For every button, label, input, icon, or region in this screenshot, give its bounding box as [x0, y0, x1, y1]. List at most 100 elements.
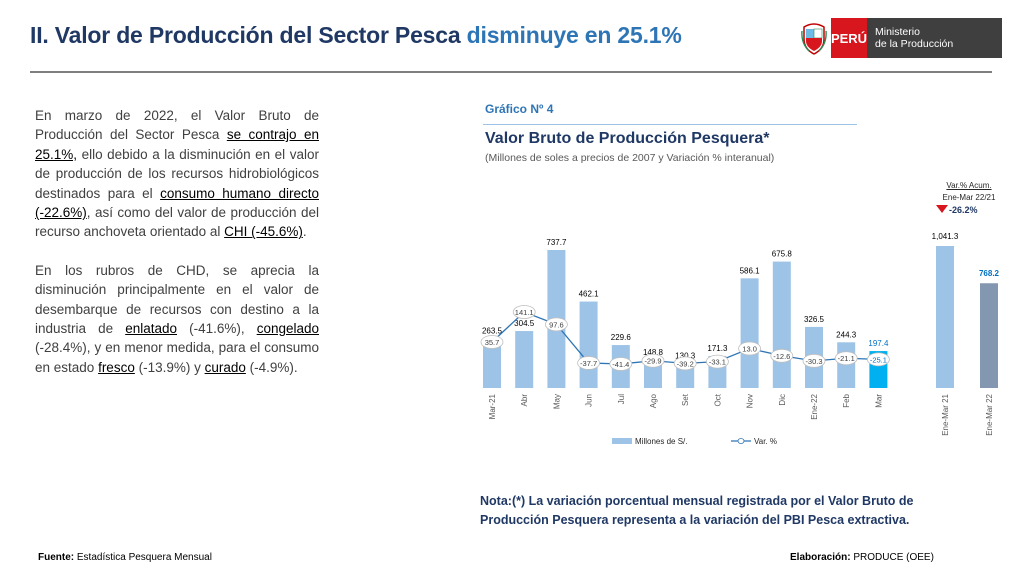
variation-point	[802, 353, 826, 368]
p2-text-e: (-28.4%), y en menor medida, para el con…	[35, 340, 319, 375]
logo-country: PERÚ	[831, 18, 867, 58]
x-tick-label: Mar-21	[488, 393, 497, 419]
p1-text-a: En marzo de 2022, el Valor Bruto de Prod…	[35, 108, 319, 143]
bar-Mar-21	[483, 338, 501, 388]
x-tick-label: Mar	[874, 394, 883, 408]
bar-value-label: 130.3	[675, 352, 696, 361]
variation-label: -30.3	[805, 357, 822, 366]
legend-bar-label: Millones de S/.	[635, 437, 687, 446]
acum-label-1: Var.% Acum.	[946, 181, 992, 190]
variation-point	[738, 341, 762, 356]
variation-label: 97.6	[549, 320, 564, 329]
cumulative-variation-box: Var.% Acum. Ene-Mar 22/21 -26.2%	[935, 180, 1003, 216]
x-tick-label: May	[552, 394, 561, 409]
bar-value-label: 675.8	[772, 250, 793, 259]
variation-label: -37.7	[580, 359, 597, 368]
variation-label: -25.1	[870, 355, 887, 364]
graph-label: Gráfico Nº 4	[485, 102, 554, 116]
footnote: Nota:(*) La variación porcentual mensual…	[480, 494, 914, 527]
prepared-by-label: Elaboración:	[790, 552, 851, 563]
bar-value-label: 326.5	[804, 315, 825, 324]
variation-point	[770, 348, 794, 363]
variation-label: -41.4	[612, 360, 629, 369]
x-tick-label: Feb	[842, 393, 851, 407]
p1-text-g: .	[302, 224, 307, 240]
bar-value-label: 304.5	[514, 319, 535, 328]
bar-Jun	[579, 301, 598, 388]
variation-label: -29.9	[644, 357, 661, 366]
legend-line-marker	[737, 438, 745, 444]
bar-value-label: 263.5	[482, 327, 503, 336]
cumulative-value-label: 1,041.3	[932, 232, 959, 241]
variation-point	[866, 352, 890, 367]
cumulative-x-tick-label: Ene-Mar 21	[941, 393, 950, 435]
acum-value: -26.2%	[949, 205, 978, 215]
variation-point	[545, 317, 568, 332]
logo-ministry-line2: de la Producción	[875, 38, 954, 50]
source-note: Fuente: Estadística Pesquera Mensual	[38, 552, 212, 563]
logo-ministry-line1: Ministerio	[875, 26, 920, 38]
p2-highlight-curado: curado	[204, 359, 246, 375]
bar-value-label: 244.3	[836, 330, 857, 339]
variation-point	[577, 356, 600, 370]
p2-text-g: (-13.9%) y	[134, 359, 205, 375]
x-tick-label: Oct	[713, 393, 722, 406]
title-divider	[30, 71, 992, 73]
variation-point	[641, 353, 665, 368]
legend-line-label: Var. %	[754, 437, 777, 446]
x-tick-label: Nov	[746, 394, 755, 408]
chart-subtitle: (Millones de soles a precios de 2007 y V…	[485, 152, 775, 164]
ministry-logo: PERÚ Ministerio de la Producción	[797, 18, 1002, 58]
bar-value-label: 737.7	[546, 238, 567, 247]
down-arrow-icon	[936, 205, 948, 213]
p2-text-c: (-41.6%),	[177, 321, 257, 337]
variation-label: 13.0	[742, 344, 757, 353]
x-tick-label: Ago	[649, 393, 658, 408]
bar-value-label: 171.3	[707, 344, 728, 353]
source-value: Estadística Pesquera Mensual	[74, 552, 212, 563]
p1-highlight-contraction: se contrajo en 25.1%,	[35, 127, 319, 162]
variation-label: -12.6	[773, 352, 790, 361]
x-tick-label: Set	[681, 393, 690, 406]
prepared-by-value: PRODUCE (OEE)	[850, 552, 934, 563]
x-tick-label: Ene-22	[810, 393, 819, 419]
x-tick-label: Dic	[778, 394, 787, 406]
bar-Abr	[515, 331, 534, 388]
page-title-highlight: disminuye en 25.1%	[466, 22, 682, 48]
variation-point	[480, 335, 504, 349]
prepared-by-note: Elaboración: PRODUCE (OEE)	[790, 552, 934, 563]
bar-Nov	[740, 278, 759, 388]
x-tick-label: Jun	[585, 394, 594, 407]
p2-text-i: (-4.9%).	[245, 359, 298, 375]
cumulative-bar-Ene-Mar 22	[980, 283, 998, 388]
p2-highlight-congelado: congelado	[256, 321, 319, 337]
paragraph-1: En marzo de 2022, el Valor Bruto de Prod…	[35, 106, 319, 242]
paragraph-2: En los rubros de CHD, se aprecia la dism…	[35, 261, 319, 377]
bar-value-label: 229.6	[611, 333, 632, 342]
variation-point	[705, 354, 729, 369]
bar-value-label: 148.8	[643, 348, 664, 357]
p2-highlight-fresco: fresco	[98, 359, 135, 375]
source-label: Fuente:	[38, 552, 75, 563]
x-tick-label: Jul	[617, 394, 626, 404]
page-title-main: II. Valor de Producción del Sector Pesca	[30, 22, 461, 48]
variation-label: -33.1	[709, 358, 726, 367]
p1-text-c: ello debido a la disminución en el valor…	[35, 146, 319, 201]
p2-highlight-enlatado: enlatado	[125, 321, 178, 337]
page-title: II. Valor de Producción del Sector Pesca…	[30, 22, 682, 49]
cumulative-x-tick-label: Ene-Mar 22	[985, 393, 994, 435]
variation-point	[512, 305, 536, 319]
p1-highlight-chd: consumo humano directo (-22.6%)	[35, 185, 319, 221]
p2-text-a: En los rubros de CHD, se aprecia la dism…	[35, 262, 319, 337]
acum-label-2: Ene-Mar 22/21	[942, 193, 996, 202]
coat-of-arms-icon	[797, 18, 831, 58]
variation-point	[609, 357, 633, 371]
bar-value-label: 462.1	[579, 290, 600, 299]
cumulative-value-label: 768.2	[979, 269, 1000, 278]
bar-value-label: 586.1	[740, 266, 761, 275]
variation-label: 35.7	[485, 338, 500, 347]
bar-Dic	[772, 261, 791, 388]
analysis-text: En marzo de 2022, el Valor Bruto de Prod…	[35, 106, 319, 396]
production-chart: 263.5 304.5 737.7 462.1 229.6 148.8 130.3 171.3…	[480, 232, 1000, 446]
p1-text-e: , así como del valor de producción del r…	[35, 205, 319, 240]
